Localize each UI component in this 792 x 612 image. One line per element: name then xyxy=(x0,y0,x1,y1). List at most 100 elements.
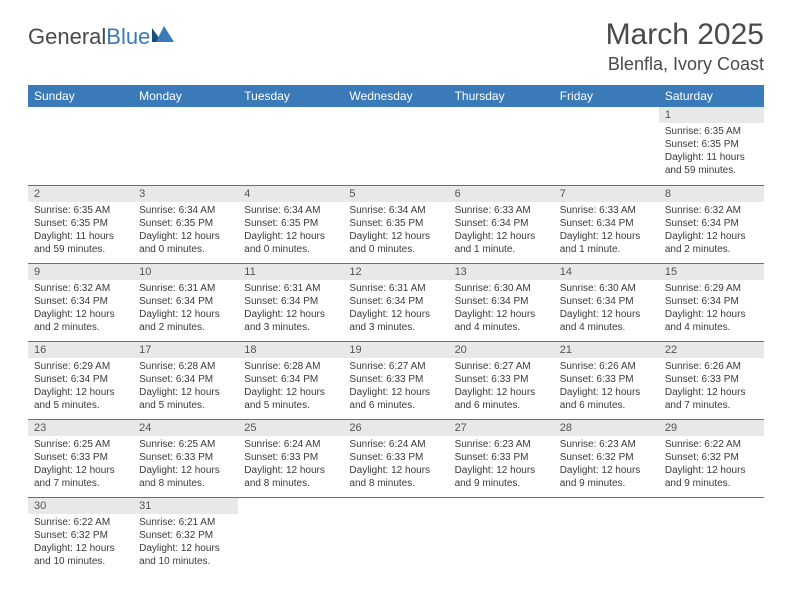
day-cell: 4Sunrise: 6:34 AMSunset: 6:35 PMDaylight… xyxy=(238,185,343,263)
day-number: 28 xyxy=(554,420,659,436)
week-row: 9Sunrise: 6:32 AMSunset: 6:34 PMDaylight… xyxy=(28,263,764,341)
daylight-text: Daylight: 12 hours and 3 minutes. xyxy=(244,308,337,334)
day-details: Sunrise: 6:25 AMSunset: 6:33 PMDaylight:… xyxy=(28,436,133,494)
day-details: Sunrise: 6:21 AMSunset: 6:32 PMDaylight:… xyxy=(133,514,238,572)
sunset-text: Sunset: 6:33 PM xyxy=(455,451,548,464)
sunset-text: Sunset: 6:34 PM xyxy=(349,295,442,308)
sunrise-text: Sunrise: 6:35 AM xyxy=(665,125,758,138)
sunrise-text: Sunrise: 6:21 AM xyxy=(139,516,232,529)
sunrise-text: Sunrise: 6:24 AM xyxy=(349,438,442,451)
day-cell xyxy=(343,107,448,185)
day-number: 12 xyxy=(343,264,448,280)
daylight-text: Daylight: 12 hours and 4 minutes. xyxy=(665,308,758,334)
day-details: Sunrise: 6:27 AMSunset: 6:33 PMDaylight:… xyxy=(449,358,554,416)
day-details: Sunrise: 6:24 AMSunset: 6:33 PMDaylight:… xyxy=(343,436,448,494)
day-details: Sunrise: 6:31 AMSunset: 6:34 PMDaylight:… xyxy=(133,280,238,338)
dayname: Monday xyxy=(133,85,238,107)
calendar-page: GeneralBlue March 2025 Blenfla, Ivory Co… xyxy=(0,0,792,575)
sunrise-text: Sunrise: 6:31 AM xyxy=(244,282,337,295)
day-details: Sunrise: 6:31 AMSunset: 6:34 PMDaylight:… xyxy=(343,280,448,338)
day-cell: 31Sunrise: 6:21 AMSunset: 6:32 PMDayligh… xyxy=(133,497,238,575)
daylight-text: Daylight: 12 hours and 5 minutes. xyxy=(244,386,337,412)
sunrise-text: Sunrise: 6:27 AM xyxy=(349,360,442,373)
logo-text-general: General xyxy=(28,24,106,50)
daylight-text: Daylight: 12 hours and 8 minutes. xyxy=(139,464,232,490)
day-cell xyxy=(554,497,659,575)
sunset-text: Sunset: 6:35 PM xyxy=(139,217,232,230)
day-details: Sunrise: 6:25 AMSunset: 6:33 PMDaylight:… xyxy=(133,436,238,494)
day-details: Sunrise: 6:26 AMSunset: 6:33 PMDaylight:… xyxy=(659,358,764,416)
day-number: 4 xyxy=(238,186,343,202)
day-details: Sunrise: 6:28 AMSunset: 6:34 PMDaylight:… xyxy=(133,358,238,416)
sunrise-text: Sunrise: 6:32 AM xyxy=(34,282,127,295)
daylight-text: Daylight: 12 hours and 2 minutes. xyxy=(34,308,127,334)
day-details: Sunrise: 6:22 AMSunset: 6:32 PMDaylight:… xyxy=(659,436,764,494)
day-details: Sunrise: 6:35 AMSunset: 6:35 PMDaylight:… xyxy=(659,123,764,181)
dayname: Friday xyxy=(554,85,659,107)
week-row: 23Sunrise: 6:25 AMSunset: 6:33 PMDayligh… xyxy=(28,419,764,497)
day-details: Sunrise: 6:33 AMSunset: 6:34 PMDaylight:… xyxy=(449,202,554,260)
logo: GeneralBlue xyxy=(28,24,178,50)
day-details: Sunrise: 6:30 AMSunset: 6:34 PMDaylight:… xyxy=(554,280,659,338)
daylight-text: Daylight: 11 hours and 59 minutes. xyxy=(665,151,758,177)
daylight-text: Daylight: 12 hours and 10 minutes. xyxy=(34,542,127,568)
sunrise-text: Sunrise: 6:26 AM xyxy=(560,360,653,373)
sunrise-text: Sunrise: 6:30 AM xyxy=(455,282,548,295)
day-number: 30 xyxy=(28,498,133,514)
week-row: 30Sunrise: 6:22 AMSunset: 6:32 PMDayligh… xyxy=(28,497,764,575)
dayname: Tuesday xyxy=(238,85,343,107)
day-number: 2 xyxy=(28,186,133,202)
day-number: 10 xyxy=(133,264,238,280)
day-number: 5 xyxy=(343,186,448,202)
sunrise-text: Sunrise: 6:29 AM xyxy=(34,360,127,373)
daylight-text: Daylight: 12 hours and 0 minutes. xyxy=(139,230,232,256)
daylight-text: Daylight: 12 hours and 7 minutes. xyxy=(34,464,127,490)
day-cell: 20Sunrise: 6:27 AMSunset: 6:33 PMDayligh… xyxy=(449,341,554,419)
daylight-text: Daylight: 12 hours and 2 minutes. xyxy=(139,308,232,334)
day-number: 31 xyxy=(133,498,238,514)
day-cell xyxy=(133,107,238,185)
day-number: 26 xyxy=(343,420,448,436)
day-number: 27 xyxy=(449,420,554,436)
sunrise-text: Sunrise: 6:25 AM xyxy=(139,438,232,451)
day-cell: 14Sunrise: 6:30 AMSunset: 6:34 PMDayligh… xyxy=(554,263,659,341)
sunrise-text: Sunrise: 6:31 AM xyxy=(349,282,442,295)
day-cell xyxy=(449,497,554,575)
day-details: Sunrise: 6:31 AMSunset: 6:34 PMDaylight:… xyxy=(238,280,343,338)
day-number xyxy=(343,107,448,111)
day-cell: 19Sunrise: 6:27 AMSunset: 6:33 PMDayligh… xyxy=(343,341,448,419)
daylight-text: Daylight: 12 hours and 5 minutes. xyxy=(139,386,232,412)
dayname-row: Sunday Monday Tuesday Wednesday Thursday… xyxy=(28,85,764,107)
day-cell: 17Sunrise: 6:28 AMSunset: 6:34 PMDayligh… xyxy=(133,341,238,419)
daylight-text: Daylight: 12 hours and 8 minutes. xyxy=(349,464,442,490)
sunset-text: Sunset: 6:34 PM xyxy=(244,295,337,308)
daylight-text: Daylight: 12 hours and 1 minute. xyxy=(560,230,653,256)
daylight-text: Daylight: 12 hours and 6 minutes. xyxy=(349,386,442,412)
day-details: Sunrise: 6:35 AMSunset: 6:35 PMDaylight:… xyxy=(28,202,133,260)
sunset-text: Sunset: 6:33 PM xyxy=(244,451,337,464)
sunrise-text: Sunrise: 6:32 AM xyxy=(665,204,758,217)
title-block: March 2025 Blenfla, Ivory Coast xyxy=(606,18,764,75)
sunset-text: Sunset: 6:32 PM xyxy=(139,529,232,542)
day-number: 20 xyxy=(449,342,554,358)
sunset-text: Sunset: 6:32 PM xyxy=(34,529,127,542)
daylight-text: Daylight: 12 hours and 4 minutes. xyxy=(560,308,653,334)
day-cell: 15Sunrise: 6:29 AMSunset: 6:34 PMDayligh… xyxy=(659,263,764,341)
sunrise-text: Sunrise: 6:23 AM xyxy=(560,438,653,451)
day-number: 17 xyxy=(133,342,238,358)
daylight-text: Daylight: 12 hours and 7 minutes. xyxy=(665,386,758,412)
sunset-text: Sunset: 6:34 PM xyxy=(560,295,653,308)
day-cell: 2Sunrise: 6:35 AMSunset: 6:35 PMDaylight… xyxy=(28,185,133,263)
day-cell: 5Sunrise: 6:34 AMSunset: 6:35 PMDaylight… xyxy=(343,185,448,263)
day-cell: 7Sunrise: 6:33 AMSunset: 6:34 PMDaylight… xyxy=(554,185,659,263)
day-cell xyxy=(343,497,448,575)
sunset-text: Sunset: 6:33 PM xyxy=(560,373,653,386)
day-cell: 10Sunrise: 6:31 AMSunset: 6:34 PMDayligh… xyxy=(133,263,238,341)
day-details: Sunrise: 6:27 AMSunset: 6:33 PMDaylight:… xyxy=(343,358,448,416)
day-number: 23 xyxy=(28,420,133,436)
logo-flag-icon xyxy=(152,22,178,48)
sunset-text: Sunset: 6:34 PM xyxy=(244,373,337,386)
sunrise-text: Sunrise: 6:28 AM xyxy=(244,360,337,373)
daylight-text: Daylight: 12 hours and 0 minutes. xyxy=(244,230,337,256)
week-row: 1Sunrise: 6:35 AMSunset: 6:35 PMDaylight… xyxy=(28,107,764,185)
